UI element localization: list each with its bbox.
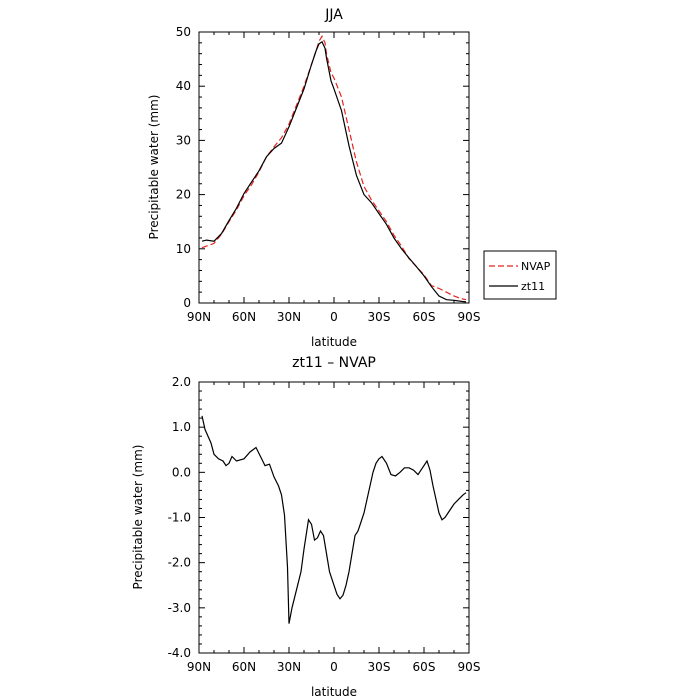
top-xtick-label: 30S	[368, 310, 391, 324]
top-ytick-label: 50	[176, 25, 191, 39]
top-ytick-label: 20	[176, 188, 191, 202]
top-xtick-label: 90S	[458, 310, 481, 324]
bottom-ytick-label: -2.0	[168, 556, 191, 570]
bottom-xtick-label: 90S	[458, 660, 481, 674]
top-ytick-label: 10	[176, 242, 191, 256]
bottom-chart-ylabel: Precipitable water (mm)	[131, 445, 145, 590]
top-xtick-label: 60S	[413, 310, 436, 324]
bottom-xtick-label: 60N	[232, 660, 256, 674]
bottom-ytick-label: -1.0	[168, 511, 191, 525]
bottom-ytick-label: -4.0	[168, 646, 191, 660]
bottom-xtick-label: 30S	[368, 660, 391, 674]
bottom-xtick-label: 0	[330, 660, 338, 674]
top-xtick-label: 60N	[232, 310, 256, 324]
bottom-series-line-diff	[201, 415, 467, 624]
top-chart-ylabel: Precipitable water (mm)	[147, 95, 161, 240]
top-ytick-label: 40	[176, 79, 191, 93]
bottom-chart-xlabel: latitude	[311, 685, 357, 699]
legend: NVAP zt11	[483, 250, 557, 300]
bottom-ytick-label: 2.0	[172, 375, 191, 389]
bottom-ytick-label: 0.0	[172, 465, 191, 479]
bottom-ytick-label: 1.0	[172, 420, 191, 434]
bottom-chart-lines	[201, 415, 467, 624]
top-xtick-label: 0	[330, 310, 338, 324]
top-chart-frame	[198, 31, 470, 304]
top-xtick-label: 90N	[187, 310, 211, 324]
top-chart: JJA 90N 60N 30N 0 30S 60S 90S 0 10 20 30 40 50 latit…	[147, 7, 557, 349]
legend-box	[483, 250, 557, 300]
top-ytick-label: 0	[183, 296, 191, 310]
bottom-chart-ticks: 90N 60N 30N 0 30S 60S 90S -4.0 -3.0 -2.0 -1.0 0.0 1.…	[168, 375, 481, 674]
top-xtick-label: 30N	[277, 310, 301, 324]
bottom-xtick-label: 90N	[187, 660, 211, 674]
top-chart-xlabel: latitude	[311, 335, 357, 349]
top-series-line-nvap	[201, 35, 467, 301]
bottom-chart-title: zt11 – NVAP	[292, 355, 376, 371]
legend-label-zt11: zt11	[521, 280, 545, 293]
top-chart-ticks: 90N 60N 30N 0 30S 60S 90S 0 10 20 30 40 50	[176, 25, 481, 324]
top-ytick-label: 30	[176, 133, 191, 147]
top-chart-title: JJA	[324, 7, 343, 23]
legend-label-nvap: NVAP	[521, 260, 551, 273]
top-chart-lines	[201, 35, 467, 303]
top-series-line-zt11	[201, 40, 467, 303]
bottom-xtick-label: 60S	[413, 660, 436, 674]
bottom-chart: zt11 – NVAP 90N 60N 30N 0 30S 60S 90S -4.0 -3.0 -…	[131, 355, 480, 699]
bottom-ytick-label: -3.0	[168, 601, 191, 615]
bottom-xtick-label: 30N	[277, 660, 301, 674]
bottom-chart-frame	[198, 381, 470, 654]
